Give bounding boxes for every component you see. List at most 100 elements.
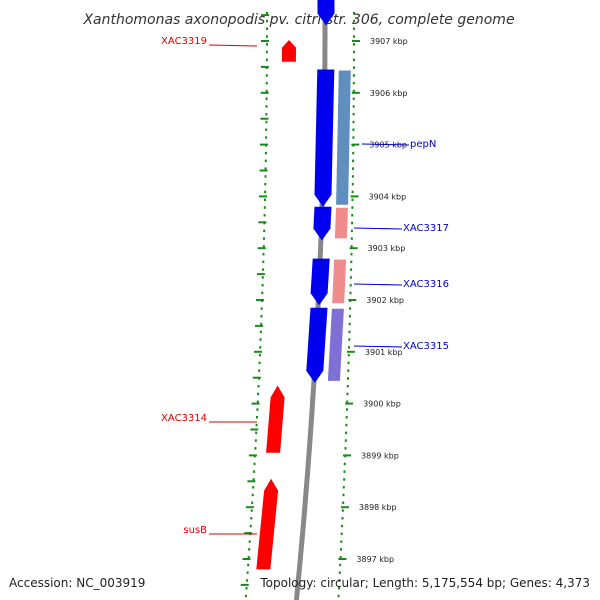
xac3315-gene-arrow[interactable] xyxy=(306,307,328,383)
minor-tick-left xyxy=(265,128,268,131)
minor-tick-right xyxy=(352,66,355,69)
xac3317-gene-arrow[interactable] xyxy=(313,206,332,241)
susb-label[interactable]: susB xyxy=(183,525,207,536)
major-tick-left xyxy=(248,454,257,457)
minor-tick-left xyxy=(252,478,255,481)
minor-tick-left xyxy=(244,594,247,598)
minor-tick-right xyxy=(352,128,355,131)
minor-tick-left xyxy=(247,555,250,559)
major-tick-left xyxy=(256,299,264,301)
xac3315-label[interactable]: XAC3315 xyxy=(403,341,449,352)
minor-tick-right xyxy=(341,524,344,528)
minor-tick-left xyxy=(265,58,268,62)
minor-tick-left xyxy=(262,252,265,256)
accession-text: Accession: NC_003919 xyxy=(9,576,145,590)
minor-tick-left xyxy=(256,400,259,403)
major-tick-left xyxy=(257,247,266,250)
major-tick-left xyxy=(240,583,249,586)
major-tick-left xyxy=(261,40,269,42)
minor-tick-left xyxy=(246,579,249,582)
xac3314-gene-arrow[interactable] xyxy=(266,385,285,453)
minor-tick-left xyxy=(263,229,266,233)
minor-tick-right xyxy=(340,532,343,536)
minor-tick-right xyxy=(349,291,352,295)
minor-tick-right xyxy=(343,462,346,466)
xac3317-label-line xyxy=(353,227,403,230)
minor-tick-left xyxy=(262,260,265,264)
minor-tick-right xyxy=(350,252,353,256)
major-tick-left xyxy=(250,428,259,431)
xac3314-label[interactable]: XAC3314 xyxy=(161,413,207,424)
minor-tick-right xyxy=(353,35,355,38)
tick-label: 3904 kbp xyxy=(369,192,407,201)
gene-labels: XAC3319 pepN XAC3317 XAC3316 XAC3315 XAC3314 s… xyxy=(161,36,449,536)
minor-tick-left xyxy=(266,27,268,30)
minor-tick-left xyxy=(247,563,250,567)
minor-tick-right xyxy=(352,136,355,139)
minor-tick-left xyxy=(260,307,263,310)
pepn-overlay-track xyxy=(336,70,351,205)
xac3319-label[interactable]: XAC3319 xyxy=(161,36,207,47)
xac3317-label[interactable]: XAC3317 xyxy=(403,223,449,234)
tick-label: 3898 kbp xyxy=(359,503,397,512)
minor-tick-right xyxy=(350,268,353,271)
minor-tick-right xyxy=(338,587,340,590)
xac3315-overlay-track xyxy=(327,308,344,381)
pepn-gene-arrow[interactable] xyxy=(314,69,335,207)
minor-tick-left xyxy=(250,517,253,520)
unlabeled-gene-arrow[interactable] xyxy=(317,0,335,26)
xac3316-label-line xyxy=(353,283,403,286)
minor-tick-right xyxy=(350,229,353,233)
xac3319-label-line xyxy=(208,44,258,47)
minor-tick-right xyxy=(352,159,355,163)
major-tick-left xyxy=(260,91,269,94)
xac3317-overlay-track xyxy=(334,207,348,239)
xac3316-label[interactable]: XAC3316 xyxy=(403,279,449,290)
pepn-label[interactable]: pepN xyxy=(410,139,436,150)
minor-tick-left xyxy=(260,315,263,318)
minor-tick-right xyxy=(350,237,353,240)
minor-tick-right xyxy=(351,206,354,209)
tick-label: 3902 kbp xyxy=(366,296,404,305)
minor-tick-right xyxy=(349,307,352,310)
minor-tick-right xyxy=(352,105,355,108)
major-tick-right xyxy=(338,558,347,560)
tick-label: 3906 kbp xyxy=(370,89,408,98)
minor-tick-left xyxy=(264,159,267,163)
minor-tick-right xyxy=(349,276,352,279)
major-tick-left xyxy=(254,350,262,353)
tick-label: 3903 kbp xyxy=(368,244,406,253)
minor-tick-right xyxy=(341,517,344,520)
major-tick-left xyxy=(260,117,269,120)
minor-tick-left xyxy=(266,12,268,15)
minor-tick-right xyxy=(338,571,341,574)
genome-title: Xanthomonas axonopodis pv. citri str. 30… xyxy=(82,12,514,28)
minor-tick-right xyxy=(344,439,347,442)
major-tick-left xyxy=(256,273,265,276)
minor-tick-left xyxy=(255,423,258,427)
minor-tick-left xyxy=(251,501,254,504)
xac3316-gene-arrow[interactable] xyxy=(310,258,330,306)
minor-tick-right xyxy=(338,579,341,582)
minor-tick-right xyxy=(342,501,345,504)
susb-gene-arrow[interactable] xyxy=(256,478,279,570)
minor-tick-left xyxy=(259,346,262,349)
minor-tick-left xyxy=(265,113,268,116)
tick-marks-right xyxy=(337,12,360,598)
minor-tick-left xyxy=(254,447,257,450)
major-tick-right xyxy=(349,247,358,250)
xac3319-gene-arrow[interactable] xyxy=(281,40,296,62)
tick-label: 3907 kbp xyxy=(370,37,408,46)
minor-tick-right xyxy=(352,120,355,124)
minor-tick-left xyxy=(248,540,251,543)
minor-tick-left xyxy=(253,470,256,473)
major-tick-left xyxy=(245,506,254,509)
minor-tick-right xyxy=(352,58,355,62)
major-tick-left xyxy=(261,14,269,17)
tick-labels: 3907 kbp 3906 kbp 3905 kbp 3904 kbp 3903 kbp… xyxy=(356,37,407,564)
minor-tick-right xyxy=(337,594,340,598)
minor-tick-right xyxy=(352,151,355,155)
minor-tick-left xyxy=(265,136,268,139)
major-tick-right xyxy=(351,91,360,94)
minor-tick-right xyxy=(352,81,355,85)
